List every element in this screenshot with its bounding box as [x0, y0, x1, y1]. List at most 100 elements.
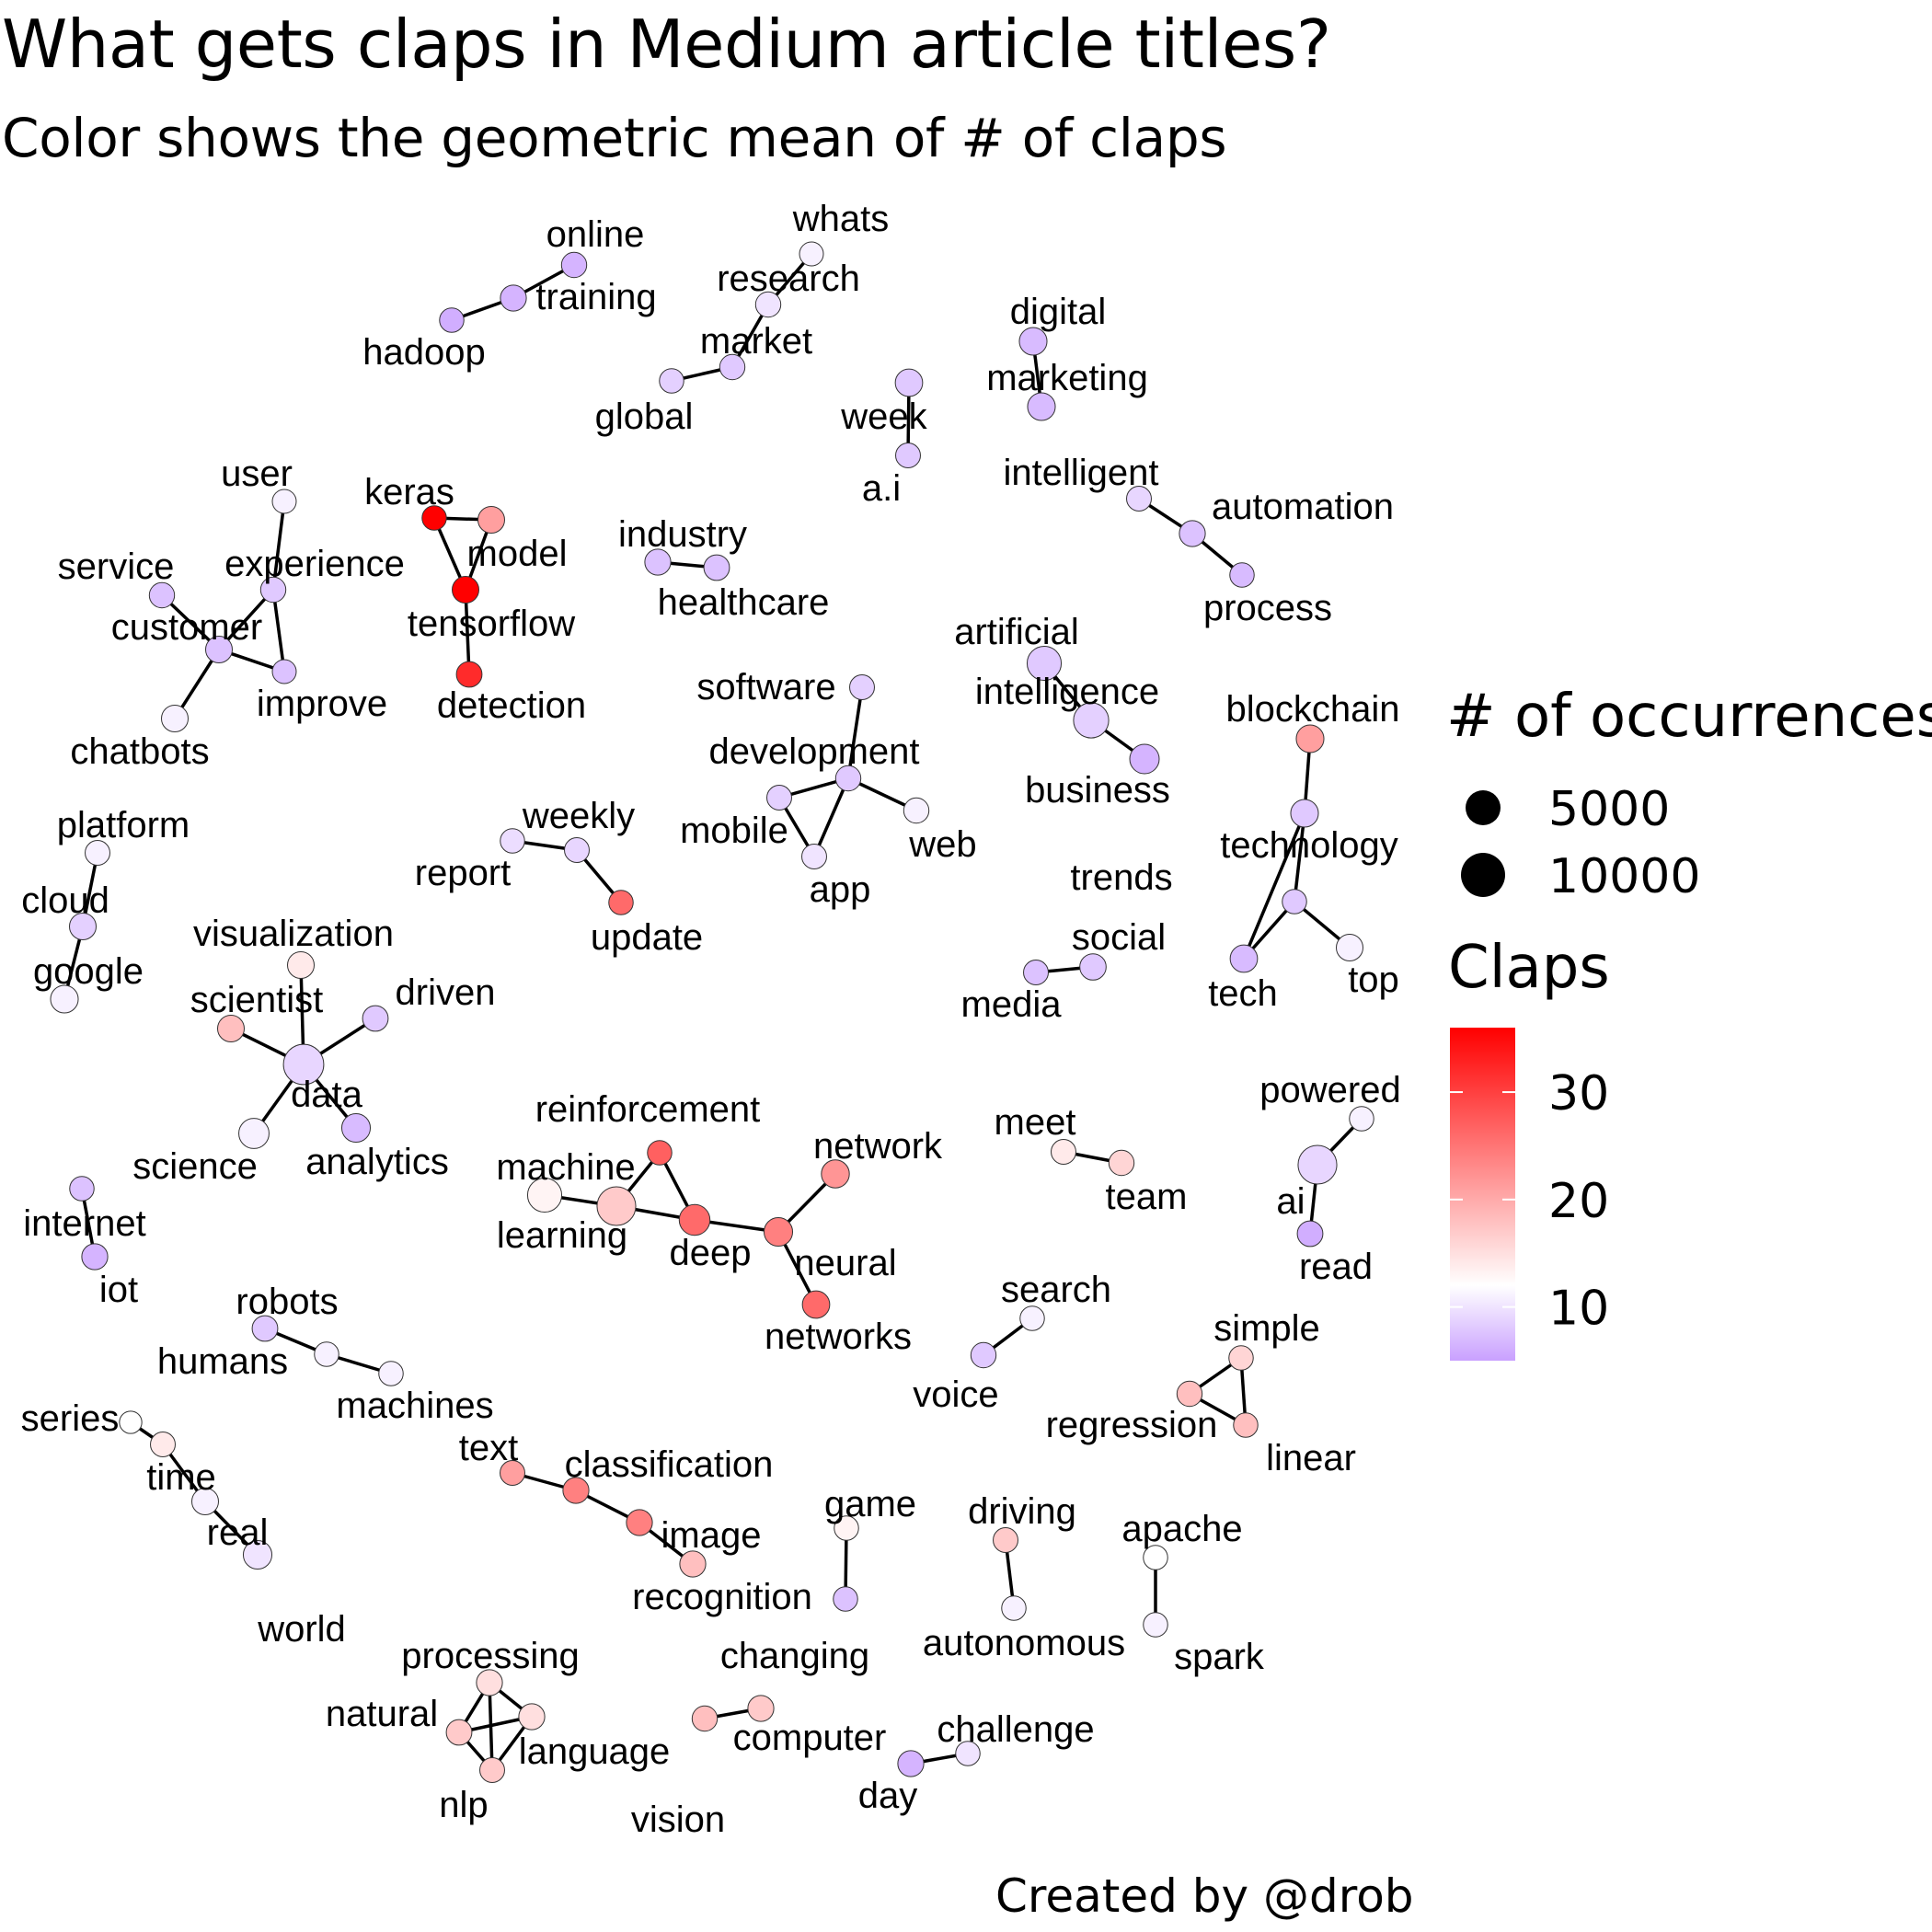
node-mobile: [766, 785, 792, 811]
node-label-healthcare: healthcare: [658, 582, 830, 623]
node-changing: [833, 1586, 858, 1612]
node-network: [821, 1159, 850, 1189]
node-computer: [747, 1695, 775, 1722]
node-label-ai: ai: [1276, 1181, 1305, 1222]
node-customer: [205, 636, 233, 663]
node-label-read: read: [1299, 1247, 1373, 1287]
colorbar-tick-label: 20: [1548, 1174, 1609, 1229]
node-ai: [1297, 1144, 1338, 1185]
node-label-tech: tech: [1208, 973, 1278, 1014]
size-legend-key-10000: [1461, 853, 1505, 897]
color-legend-ticks: 30 20 10: [1450, 1066, 1609, 1337]
node-label-digital: digital: [1010, 292, 1107, 332]
node-label-image: image: [661, 1515, 762, 1556]
node-label-neural: neural: [794, 1243, 896, 1283]
node-label-humans: humans: [157, 1341, 288, 1382]
node-user: [271, 489, 297, 514]
node-powered: [1349, 1106, 1374, 1132]
node-meet: [1051, 1139, 1076, 1165]
node-social: [1079, 953, 1107, 981]
node-research: [754, 291, 782, 318]
node-vision: [691, 1705, 719, 1732]
node-weekly: [564, 837, 590, 863]
node-label-report: report: [415, 853, 512, 893]
node-label-service: service: [58, 546, 175, 587]
node-label-media: media: [961, 984, 1063, 1025]
node-label-team: team: [1106, 1177, 1188, 1217]
node-natural: [445, 1719, 473, 1746]
node-label-linear: linear: [1266, 1438, 1356, 1478]
node-marketing: [1027, 392, 1056, 421]
node-label-social: social: [1072, 917, 1166, 958]
node-classification: [562, 1477, 590, 1504]
node-image: [626, 1509, 653, 1536]
node-label-classification: classification: [565, 1444, 774, 1485]
node-label-deep: deep: [670, 1233, 752, 1273]
node-machine: [526, 1177, 563, 1213]
node-label-iot: iot: [99, 1270, 138, 1310]
node-label-app: app: [810, 869, 871, 910]
node-nlp: [479, 1757, 505, 1783]
node-label-changing: changing: [720, 1636, 869, 1676]
node-whats: [799, 241, 824, 267]
node-process: [1229, 562, 1255, 588]
node-label-top: top: [1348, 960, 1399, 1000]
size-legend-key-5000: [1466, 790, 1501, 825]
chart-subtitle: Color shows the geometric mean of # of c…: [2, 107, 1227, 169]
edge-technology-trends: [1293, 812, 1306, 903]
node-global: [659, 368, 684, 394]
node-healthcare: [703, 554, 730, 581]
node-voice: [970, 1341, 997, 1369]
node-label-intelligent: intelligent: [1003, 453, 1158, 493]
legend: # of occurrences 5000 10000 Claps 30 20 10: [1446, 683, 1932, 1361]
node-networks: [801, 1290, 831, 1319]
node-label-technology: technology: [1220, 825, 1397, 866]
node-spark: [1143, 1612, 1168, 1638]
node-apache: [1143, 1545, 1168, 1570]
node-label-global: global: [595, 397, 694, 437]
node-humans: [314, 1341, 339, 1367]
node-label-apache: apache: [1121, 1509, 1242, 1549]
node-label-weekly: weekly: [522, 796, 635, 836]
node-label-regression: regression: [1046, 1405, 1218, 1445]
node-label-challenge: challenge: [937, 1709, 1094, 1750]
color-legend-title: Claps: [1448, 934, 1610, 1002]
node-label-powered: powered: [1259, 1070, 1400, 1110]
node-label-game: game: [824, 1484, 916, 1524]
caption: Created by @drob: [995, 1869, 1414, 1923]
node-label-blockchain: blockchain: [1225, 689, 1399, 730]
node-series: [119, 1410, 143, 1434]
node-label-data: data: [291, 1075, 363, 1115]
node-tensorflow: [452, 576, 479, 604]
node-label-computer: computer: [733, 1718, 887, 1758]
node-label-time: time: [146, 1457, 216, 1498]
colorbar-tick-label: 10: [1548, 1282, 1609, 1337]
node-label-cloud: cloud: [21, 880, 109, 921]
node-label-software: software: [696, 667, 835, 707]
node-label-marketing: marketing: [986, 358, 1148, 398]
node-label-machine: machine: [496, 1147, 635, 1188]
node-label-trends: trends: [1070, 857, 1172, 898]
node-label-detection: detection: [437, 685, 586, 726]
node-label-visualization: visualization: [193, 914, 394, 954]
node-label-improve: improve: [257, 684, 387, 724]
node-cloud: [69, 913, 97, 940]
node-service: [148, 581, 176, 609]
node-automation: [1179, 520, 1206, 547]
node-language: [518, 1703, 546, 1731]
node-search: [1019, 1305, 1045, 1331]
node-label-process: process: [1203, 588, 1332, 628]
node-challenge: [955, 1741, 981, 1766]
node-label-tensorflow: tensorflow: [408, 604, 575, 644]
node-experience: [259, 576, 287, 604]
node-label-autonomous: autonomous: [923, 1623, 1125, 1663]
node-label-day: day: [858, 1776, 918, 1816]
node-recognition: [679, 1550, 707, 1578]
node-label-spark: spark: [1174, 1637, 1265, 1677]
node-label-machines: machines: [336, 1386, 493, 1426]
node-driving: [993, 1527, 1018, 1553]
node-online: [560, 251, 588, 279]
node-deep: [678, 1203, 711, 1236]
